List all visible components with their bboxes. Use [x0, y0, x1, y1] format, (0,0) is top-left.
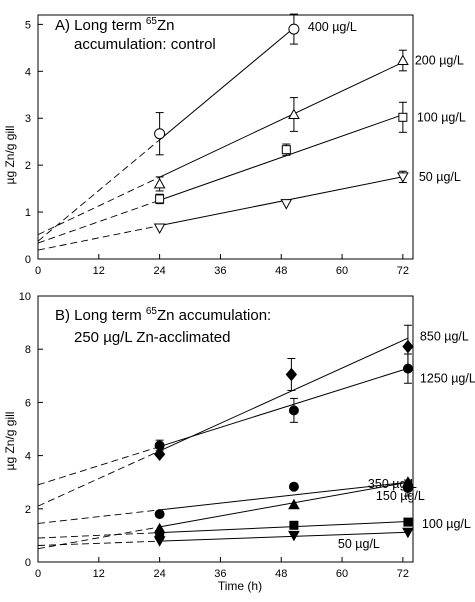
panel-b-data-point: [288, 498, 300, 510]
panel-b-x-tick-label: 36: [214, 568, 226, 580]
panel-a-y-tick-label: 4: [25, 66, 31, 78]
panel-b-x-tick-label: 0: [35, 568, 41, 580]
panel-a-y-tick-label: 1: [25, 207, 31, 219]
panel-a-y-tick-label: 3: [25, 113, 31, 125]
panel-b-y-tick-label: 8: [25, 344, 31, 356]
panel-a-data-point: [397, 54, 409, 66]
panel-b-regression-line: [159, 481, 409, 528]
panel-b-y-tick-label: 6: [25, 397, 31, 409]
panel-b-y-axis-title: µg Zn/g gill: [3, 412, 17, 471]
panel-a-data-point: [155, 194, 165, 204]
panel-b-data-point: [402, 363, 413, 374]
panel-a-series-label: 200 µg/L: [415, 54, 464, 68]
panel-a-y-tick-label: 2: [25, 160, 31, 172]
panel-a-x-tick-label: 12: [93, 265, 105, 277]
panel-b-data-point: [288, 405, 299, 416]
panel-b-fit-extrapolation: [37, 532, 160, 539]
panel-a-y-tick-label: 5: [25, 19, 31, 31]
panel-a-series-label: 400 µg/L: [308, 20, 357, 34]
panel-a-x-tick-label: 0: [35, 265, 41, 277]
panel-b-x-tick-label: 12: [93, 568, 105, 580]
panel-a-fit-extrapolation: [37, 139, 160, 242]
panel-b-x-tick-label: 72: [397, 568, 409, 580]
panel-b-data-point: [402, 339, 414, 354]
panel-a-x-tick-label: 36: [214, 265, 226, 277]
panel-b-regression-line: [159, 367, 409, 448]
panel-b-y-tick-label: 2: [25, 504, 31, 516]
panel-a-regression-line: [159, 176, 403, 227]
panel-b-title-line2: 250 µg/L Zn-acclimated: [74, 329, 231, 346]
panel-b-y-tick-label: 10: [19, 291, 31, 303]
panel-a-data-point: [398, 112, 408, 122]
panel-b-y-tick-label: 4: [25, 451, 31, 463]
panel-b-series-label: 1250 µg/L: [420, 372, 475, 386]
panel-a-data-point: [153, 223, 166, 235]
panel-b-chart: µg Zn/g gill B) Long term 65Zn accumulat…: [3, 291, 475, 593]
panel-b-fit-extrapolation: [37, 450, 160, 507]
panel-b-data-point: [154, 509, 165, 520]
panel-a-x-tick-label: 72: [397, 265, 409, 277]
panel-a-y-tick-label: 0: [25, 254, 31, 266]
panel-b-x-axis-title: Time (h): [218, 579, 262, 593]
panel-a-data-point: [397, 172, 409, 183]
panel-a-series-label: 50 µg/L: [419, 170, 461, 184]
panel-a-x-tick-label: 24: [153, 265, 165, 277]
panel-a-fit-extrapolation: [37, 199, 160, 244]
panel-b-data-point: [154, 440, 165, 451]
panel-b-series-label: 50 µg/L: [338, 537, 380, 551]
panel-b-data-point: [289, 520, 299, 530]
panel-b-data-point: [285, 367, 298, 382]
panel-b-x-tick-label: 60: [336, 568, 348, 580]
panel-b-fit-extrapolation: [37, 526, 160, 550]
panel-a-plot-frame: [37, 14, 414, 260]
panel-a-regression-line: [159, 114, 404, 201]
panel-b-x-tick-label: 24: [153, 568, 165, 580]
panel-a-data-point: [288, 23, 300, 35]
panel-a-chart: µg Zn/g gill A) Long term 65Zn accumulat…: [3, 13, 466, 277]
panel-b-fit-extrapolation: [37, 446, 160, 486]
panel-b-series-label: 850 µg/L: [420, 330, 469, 344]
panel-b-data-point: [402, 527, 414, 539]
panel-a-regression-line: [159, 61, 404, 178]
panel-a-data-point: [153, 177, 166, 189]
panel-a-fit-extrapolation: [37, 225, 160, 251]
panel-a-y-axis-title: µg Zn/g gill: [3, 126, 17, 185]
panel-b-x-tick-label: 48: [275, 568, 287, 580]
panel-b-fit-extrapolation: [37, 509, 160, 524]
panel-a-fit-extrapolation: [37, 176, 160, 236]
panel-a-x-tick-label: 48: [275, 265, 287, 277]
panel-b-series-label: 100 µg/L: [422, 517, 471, 531]
panel-b-regression-line: [159, 337, 409, 452]
panel-a-data-point: [281, 145, 291, 155]
panel-a-data-point: [280, 199, 293, 210]
panel-b-data-point: [153, 536, 166, 547]
panel-b-regression-line: [159, 521, 408, 534]
panel-a-title: A) Long term 65Zn: [55, 16, 175, 34]
panel-b-data-point: [403, 517, 413, 527]
panel-b-data-point: [288, 481, 299, 492]
panel-a-regression-line: [159, 27, 295, 141]
panel-a-data-point: [154, 128, 166, 140]
panel-b-series-label: 150 µg/L: [376, 489, 425, 503]
panel-b-data-point: [288, 530, 300, 542]
panel-b-regression-line: [159, 531, 408, 542]
panel-b-y-tick-label: 0: [25, 557, 31, 569]
panel-b-fit-extrapolation: [37, 540, 160, 546]
panel-b-data-point: [402, 476, 414, 487]
panel-a-data-point: [288, 108, 300, 119]
panel-a-title-line2: accumulation: control: [74, 36, 216, 53]
panel-a-series-label: 100 µg/L: [417, 110, 466, 124]
panel-b-regression-line: [159, 481, 408, 511]
panel-a-x-tick-label: 60: [336, 265, 348, 277]
panel-b-plot-frame: [37, 295, 414, 563]
panel-b-title: B) Long term 65Zn accumulation:: [55, 306, 271, 324]
